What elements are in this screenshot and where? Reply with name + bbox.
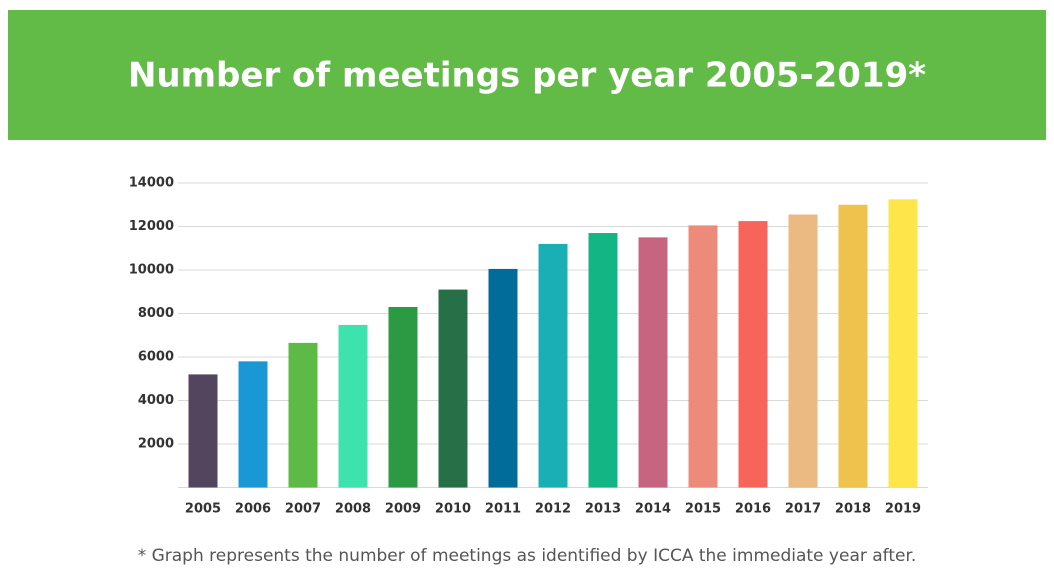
bar — [188, 374, 218, 488]
bar — [288, 342, 318, 488]
x-tick-label: 2013 — [585, 502, 621, 517]
x-tick-label: 2012 — [535, 502, 571, 517]
y-tick-label: 10000 — [129, 263, 174, 278]
y-tick-label: 2000 — [138, 437, 174, 452]
bar — [388, 306, 418, 488]
y-tick-label: 8000 — [138, 306, 174, 321]
x-tick-label: 2018 — [835, 502, 871, 517]
bar — [788, 214, 818, 488]
y-tick-label: 6000 — [138, 350, 174, 365]
x-tick-label: 2016 — [735, 502, 771, 517]
x-tick-label: 2014 — [635, 502, 671, 517]
bar — [588, 233, 618, 488]
chart-title: Number of meetings per year 2005-2019* — [128, 56, 926, 96]
footnote: * Graph represents the number of meeting… — [138, 546, 917, 566]
bar — [488, 268, 518, 488]
header-band — [8, 10, 1046, 140]
x-tick-label: 2017 — [785, 502, 821, 517]
x-tick-label: 2008 — [335, 502, 371, 517]
x-tick-label: 2011 — [485, 502, 521, 517]
y-tick-label: 14000 — [129, 176, 174, 191]
y-tick-label: 12000 — [129, 219, 174, 234]
x-tick-label: 2009 — [385, 502, 421, 517]
bar — [438, 289, 468, 488]
x-tick-label: 2006 — [235, 502, 271, 517]
bar — [838, 204, 868, 488]
bar — [238, 361, 268, 488]
bar — [538, 243, 568, 488]
bar — [338, 324, 368, 488]
x-tick-label: 2005 — [185, 502, 221, 517]
bar — [738, 221, 768, 488]
x-tick-label: 2010 — [435, 502, 471, 517]
x-tick-label: 2019 — [885, 502, 921, 517]
x-tick-label: 2007 — [285, 502, 321, 517]
bar — [888, 199, 918, 488]
bar — [688, 225, 718, 488]
bar — [638, 237, 668, 488]
x-tick-label: 2015 — [685, 502, 721, 517]
y-tick-label: 4000 — [138, 393, 174, 408]
